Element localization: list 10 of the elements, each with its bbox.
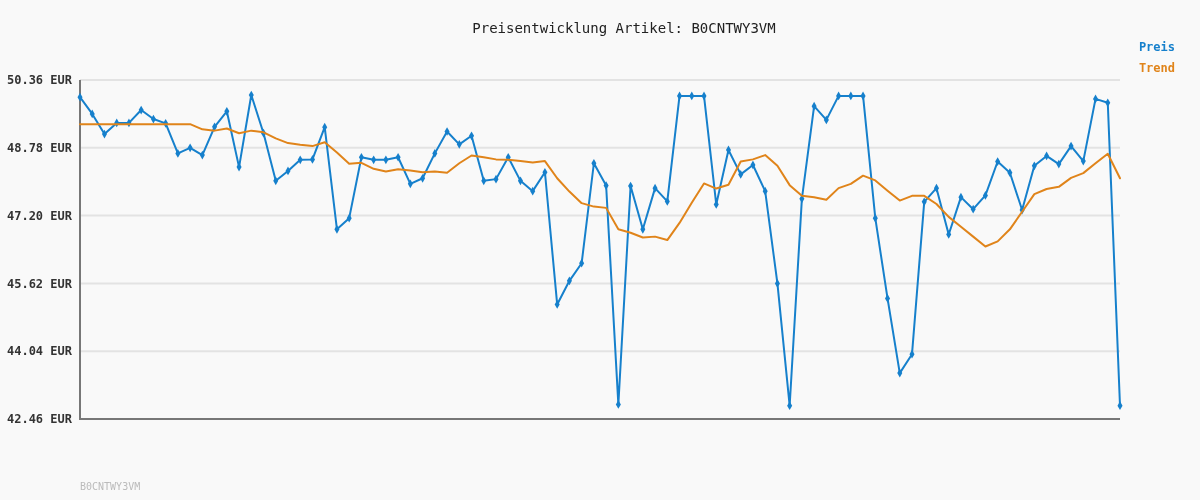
y-tick-label: 47.20 EUR [6,208,73,223]
chart-title: Preisentwicklung Artikel: B0CNTWY3VM [472,20,776,36]
text: Preis [1138,40,1175,54]
y-tick-label: 45.62 EUR [6,276,73,291]
text: B0CNTWY3VM [80,481,141,492]
y-tick-label: 48.78 EUR [6,141,73,155]
y-tick-label: 44.04 EUR [6,344,73,359]
text: Trend [1138,61,1175,75]
y-tick-label: 42.46 EUR [6,412,73,427]
y-tick-label: 50.36 EUR [6,73,73,88]
